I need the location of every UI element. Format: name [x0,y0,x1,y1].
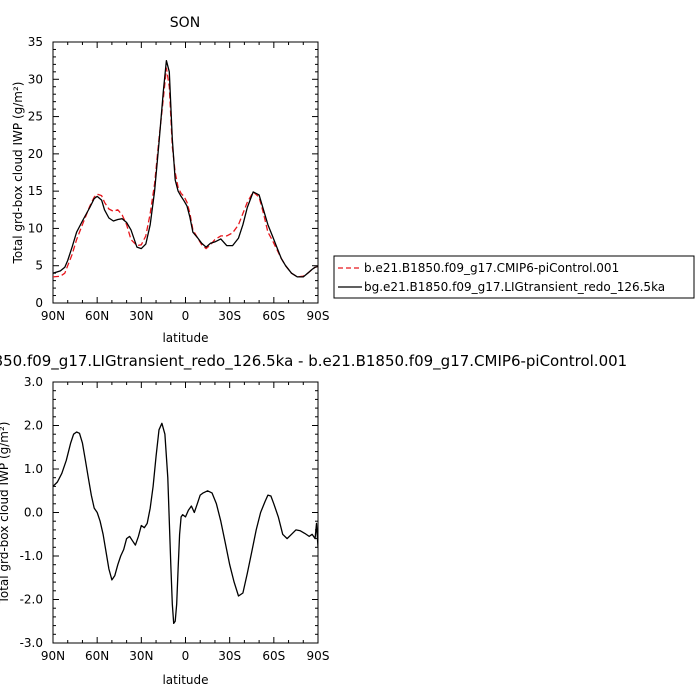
x-axis-label: latitude [162,673,208,687]
series-line-2 [53,59,318,278]
y-tick-label: 0 [35,296,43,310]
y-tick-label: -3.0 [20,636,43,650]
y-tick-label: -2.0 [20,593,43,607]
x-tick-label: 90S [307,309,330,323]
y-tick-label: 15 [28,184,43,198]
y-tick-label: -1.0 [20,549,43,563]
x-tick-label: 90N [41,649,65,663]
x-axis-label: latitude [162,331,208,345]
x-tick-label: 60N [85,309,109,323]
series-line-1 [53,422,318,625]
chart-title: bg.e21.B1850.f09_g17.LIGtransient_redo_1… [0,352,627,371]
legend-box [333,255,695,299]
chart-panel-2: 90N 60N 30N 0 30S 60S 90S -3.0 -2.0 -1.0 0.0 1.0 2.0… [0,352,627,687]
x-tick-label: 30S [218,649,241,663]
legend-entry-1: b.e21.B1850.f09_g17.CMIP6-piControl.001 [364,261,619,275]
x-tick-label: 90S [307,649,330,663]
chart-panel-1: 90N 60N 30N 0 30S 60S 90S 0 5 10 15 20 25 30 35 latitud… [11,15,695,345]
legend-entry-2: bg.e21.B1850.f09_g17.LIGtransient_redo_1… [364,280,665,294]
x-tick-label: 0 [182,309,190,323]
x-tick-label: 60S [262,649,285,663]
chart-title: SON [170,15,200,31]
y-tick-label: 5 [35,259,43,273]
y-tick-label: 20 [28,147,43,161]
y-tick-label: 1.0 [24,462,43,476]
y-tick-label: 10 [28,221,43,235]
plot-frame [52,381,319,644]
legend: b.e21.B1850.f09_g17.CMIP6-piControl.001b… [333,255,695,299]
y-tick-label: 25 [28,110,43,124]
y-tick-label: 3.0 [24,375,43,389]
x-tick-label: 60N [85,649,109,663]
y-axis-label: Total grd-box cloud IWP (g/m²) [11,82,25,265]
x-tick-label: 30N [129,649,153,663]
x-tick-label: 30N [129,309,153,323]
y-tick-label: 30 [28,72,43,86]
x-tick-label: 0 [182,649,190,663]
plot-frame [52,41,319,304]
y-axis-label: Total grd-box cloud IWP (g/m²) [0,422,11,605]
y-tick-label: 35 [28,35,43,49]
x-tick-label: 90N [41,309,65,323]
y-tick-label: 2.0 [24,419,43,433]
series-line-1 [53,67,318,278]
x-tick-label: 30S [218,309,241,323]
x-tick-label: 60S [262,309,285,323]
y-tick-label: 0.0 [24,506,43,520]
